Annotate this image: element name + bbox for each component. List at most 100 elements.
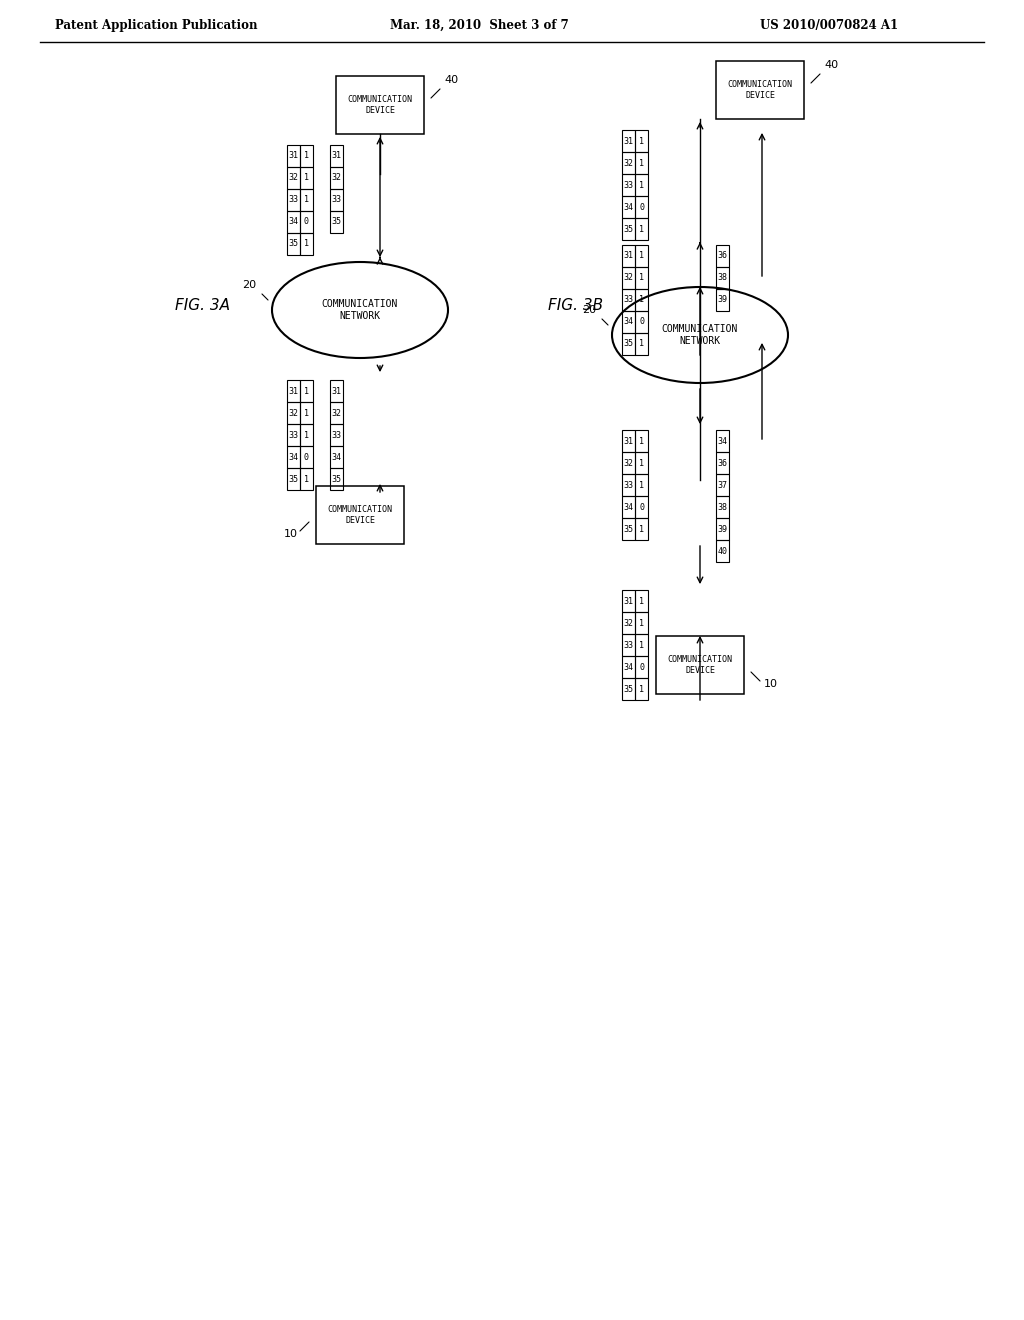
- Bar: [287, 189, 300, 211]
- Text: COMMUNICATION
DEVICE: COMMUNICATION DEVICE: [328, 506, 392, 525]
- Text: 33: 33: [624, 480, 634, 490]
- Text: 1: 1: [304, 474, 309, 483]
- Bar: [635, 267, 648, 289]
- Text: 31: 31: [624, 252, 634, 260]
- Text: 0: 0: [304, 218, 309, 227]
- Bar: [622, 517, 635, 540]
- Text: 0: 0: [304, 453, 309, 462]
- Bar: [622, 289, 635, 312]
- Text: 35: 35: [624, 524, 634, 533]
- Bar: [635, 612, 648, 634]
- Text: 1: 1: [639, 339, 644, 348]
- Text: 1: 1: [639, 597, 644, 606]
- Bar: [330, 211, 343, 234]
- Text: 32: 32: [332, 173, 341, 182]
- Bar: [635, 195, 648, 218]
- Bar: [635, 474, 648, 496]
- Text: 0: 0: [639, 202, 644, 211]
- Bar: [287, 424, 300, 446]
- Text: 1: 1: [304, 430, 309, 440]
- Text: 33: 33: [624, 296, 634, 305]
- Bar: [287, 145, 300, 168]
- Text: 1: 1: [639, 252, 644, 260]
- Text: 32: 32: [289, 408, 299, 417]
- Text: 33: 33: [624, 640, 634, 649]
- Text: 1: 1: [304, 173, 309, 182]
- Bar: [635, 430, 648, 451]
- Text: 35: 35: [332, 218, 341, 227]
- Bar: [635, 678, 648, 700]
- Text: 1: 1: [304, 387, 309, 396]
- Text: 1: 1: [639, 458, 644, 467]
- Bar: [635, 174, 648, 195]
- Text: 38: 38: [718, 503, 727, 511]
- Bar: [635, 289, 648, 312]
- Bar: [622, 174, 635, 195]
- Text: 39: 39: [718, 524, 727, 533]
- Text: 31: 31: [289, 152, 299, 161]
- Text: 10: 10: [764, 678, 778, 689]
- Bar: [635, 656, 648, 678]
- Bar: [330, 424, 343, 446]
- Text: 34: 34: [332, 453, 341, 462]
- Bar: [622, 129, 635, 152]
- Text: 0: 0: [639, 503, 644, 511]
- Text: COMMUNICATION
NETWORK: COMMUNICATION NETWORK: [662, 325, 738, 346]
- Text: 33: 33: [332, 195, 341, 205]
- Bar: [330, 189, 343, 211]
- Bar: [635, 152, 648, 174]
- Text: COMMUNICATION
DEVICE: COMMUNICATION DEVICE: [347, 95, 413, 115]
- Text: 32: 32: [624, 619, 634, 627]
- Bar: [300, 380, 313, 403]
- Bar: [622, 267, 635, 289]
- Text: FIG. 3B: FIG. 3B: [548, 297, 603, 313]
- Text: 0: 0: [639, 318, 644, 326]
- Text: 34: 34: [624, 503, 634, 511]
- Bar: [622, 474, 635, 496]
- Bar: [622, 678, 635, 700]
- Text: 33: 33: [289, 430, 299, 440]
- Text: 36: 36: [718, 252, 727, 260]
- Bar: [330, 168, 343, 189]
- Text: 1: 1: [304, 152, 309, 161]
- Bar: [622, 430, 635, 451]
- Bar: [622, 656, 635, 678]
- Bar: [635, 312, 648, 333]
- Bar: [716, 246, 729, 267]
- Bar: [622, 218, 635, 240]
- Text: 34: 34: [624, 318, 634, 326]
- Text: 10: 10: [284, 529, 298, 539]
- Bar: [635, 496, 648, 517]
- Bar: [622, 496, 635, 517]
- Text: 1: 1: [639, 273, 644, 282]
- Bar: [330, 446, 343, 469]
- Bar: [635, 129, 648, 152]
- Bar: [622, 634, 635, 656]
- Text: 1: 1: [304, 239, 309, 248]
- Text: 32: 32: [624, 273, 634, 282]
- Text: 1: 1: [639, 640, 644, 649]
- Bar: [330, 403, 343, 424]
- Bar: [716, 517, 729, 540]
- Bar: [300, 403, 313, 424]
- Bar: [635, 517, 648, 540]
- Text: 34: 34: [289, 218, 299, 227]
- Text: 32: 32: [624, 458, 634, 467]
- Bar: [622, 246, 635, 267]
- Text: 1: 1: [304, 408, 309, 417]
- Text: 37: 37: [718, 480, 727, 490]
- Text: 40: 40: [718, 546, 727, 556]
- Text: 1: 1: [639, 158, 644, 168]
- Bar: [300, 211, 313, 234]
- Bar: [622, 612, 635, 634]
- Text: 34: 34: [624, 202, 634, 211]
- Bar: [635, 451, 648, 474]
- Text: 34: 34: [718, 437, 727, 446]
- Bar: [622, 451, 635, 474]
- Bar: [316, 486, 404, 544]
- Text: 1: 1: [304, 195, 309, 205]
- Bar: [716, 540, 729, 562]
- Bar: [622, 312, 635, 333]
- Text: 40: 40: [444, 75, 458, 84]
- Text: 1: 1: [639, 181, 644, 190]
